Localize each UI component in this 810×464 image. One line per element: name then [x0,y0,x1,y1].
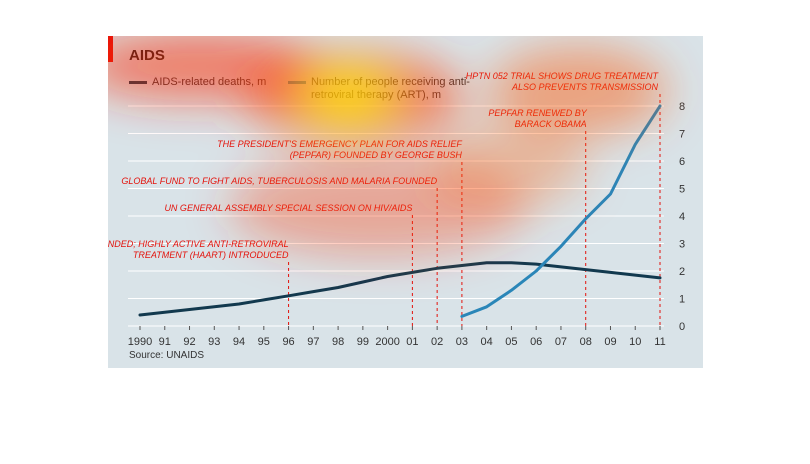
series-line-deaths [138,261,662,317]
x-tick-label-11: 11 [654,336,665,348]
annotation-text-96-1: TREATMENT (HAART) INTRODUCED [133,250,289,260]
source-note: Source: UNAIDS [129,350,205,361]
y-tick-label-7: 7 [679,129,685,141]
annotation-text-02-0: GLOBAL FUND TO FIGHT AIDS, TUBERCULOSIS … [121,176,437,186]
x-tick-label-95: 95 [258,336,270,348]
y-tick-label-5: 5 [679,184,685,196]
x-tick-label-03: 03 [456,336,468,348]
x-tick-label-07: 07 [555,336,567,348]
x-tick-label-96: 96 [282,336,294,348]
annotation-text-01-0: UN GENERAL ASSEMBLY SPECIAL SESSION ON H… [164,203,412,213]
y-tick-label-2: 2 [679,266,685,278]
annotation-text-03-0: THE PRESIDENT'S EMERGENCY PLAN FOR AIDS … [217,139,462,149]
x-tick-label-99: 99 [357,336,369,348]
x-tick-label-93: 93 [208,336,220,348]
x-tick-label-04: 04 [481,336,493,348]
series-line-art [460,104,662,318]
x-tick-label-94: 94 [233,336,245,348]
x-tick-label-01: 01 [406,336,418,348]
x-tick-label-97: 97 [307,336,319,348]
y-tick-label-6: 6 [679,156,685,168]
x-tick-label-09: 09 [604,336,616,348]
y-tick-label-0: 0 [679,321,685,333]
annotation-text-08-0: PEPFAR RENEWED BY [488,108,587,118]
y-tick-label-4: 4 [679,211,685,223]
annotation-text-11-1: ALSO PREVENTS TRANSMISSION [511,82,659,92]
annotation-text-11-0: HPTN 052 TRIAL SHOWS DRUG TREATMENT [466,71,660,81]
x-tick-label-92: 92 [183,336,195,348]
y-tick-label-1: 1 [679,294,685,306]
y-tick-label-3: 3 [679,239,685,251]
x-tick-label-1990: 1990 [128,336,152,348]
x-tick-label-02: 02 [431,336,443,348]
x-tick-label-91: 91 [159,336,171,348]
x-tick-label-2000: 2000 [375,336,399,348]
annotation-text-03-1: (PEPFAR) FOUNDED BY GEORGE BUSH [290,150,463,160]
x-tick-label-08: 08 [580,336,592,348]
x-tick-label-98: 98 [332,336,344,348]
x-tick-label-05: 05 [505,336,517,348]
x-tick-label-06: 06 [530,336,542,348]
chart-figure: AIDS AIDS-related deaths, m Number of pe… [108,36,703,368]
annotation-text-96-0: UNAIDS FOUNDED; HIGHLY ACTIVE ANTI-RETRO… [108,239,289,249]
annotation-text-08-1: BARACK OBAMA [515,119,587,129]
x-tick-label-10: 10 [629,336,641,348]
y-tick-label-8: 8 [679,101,685,113]
